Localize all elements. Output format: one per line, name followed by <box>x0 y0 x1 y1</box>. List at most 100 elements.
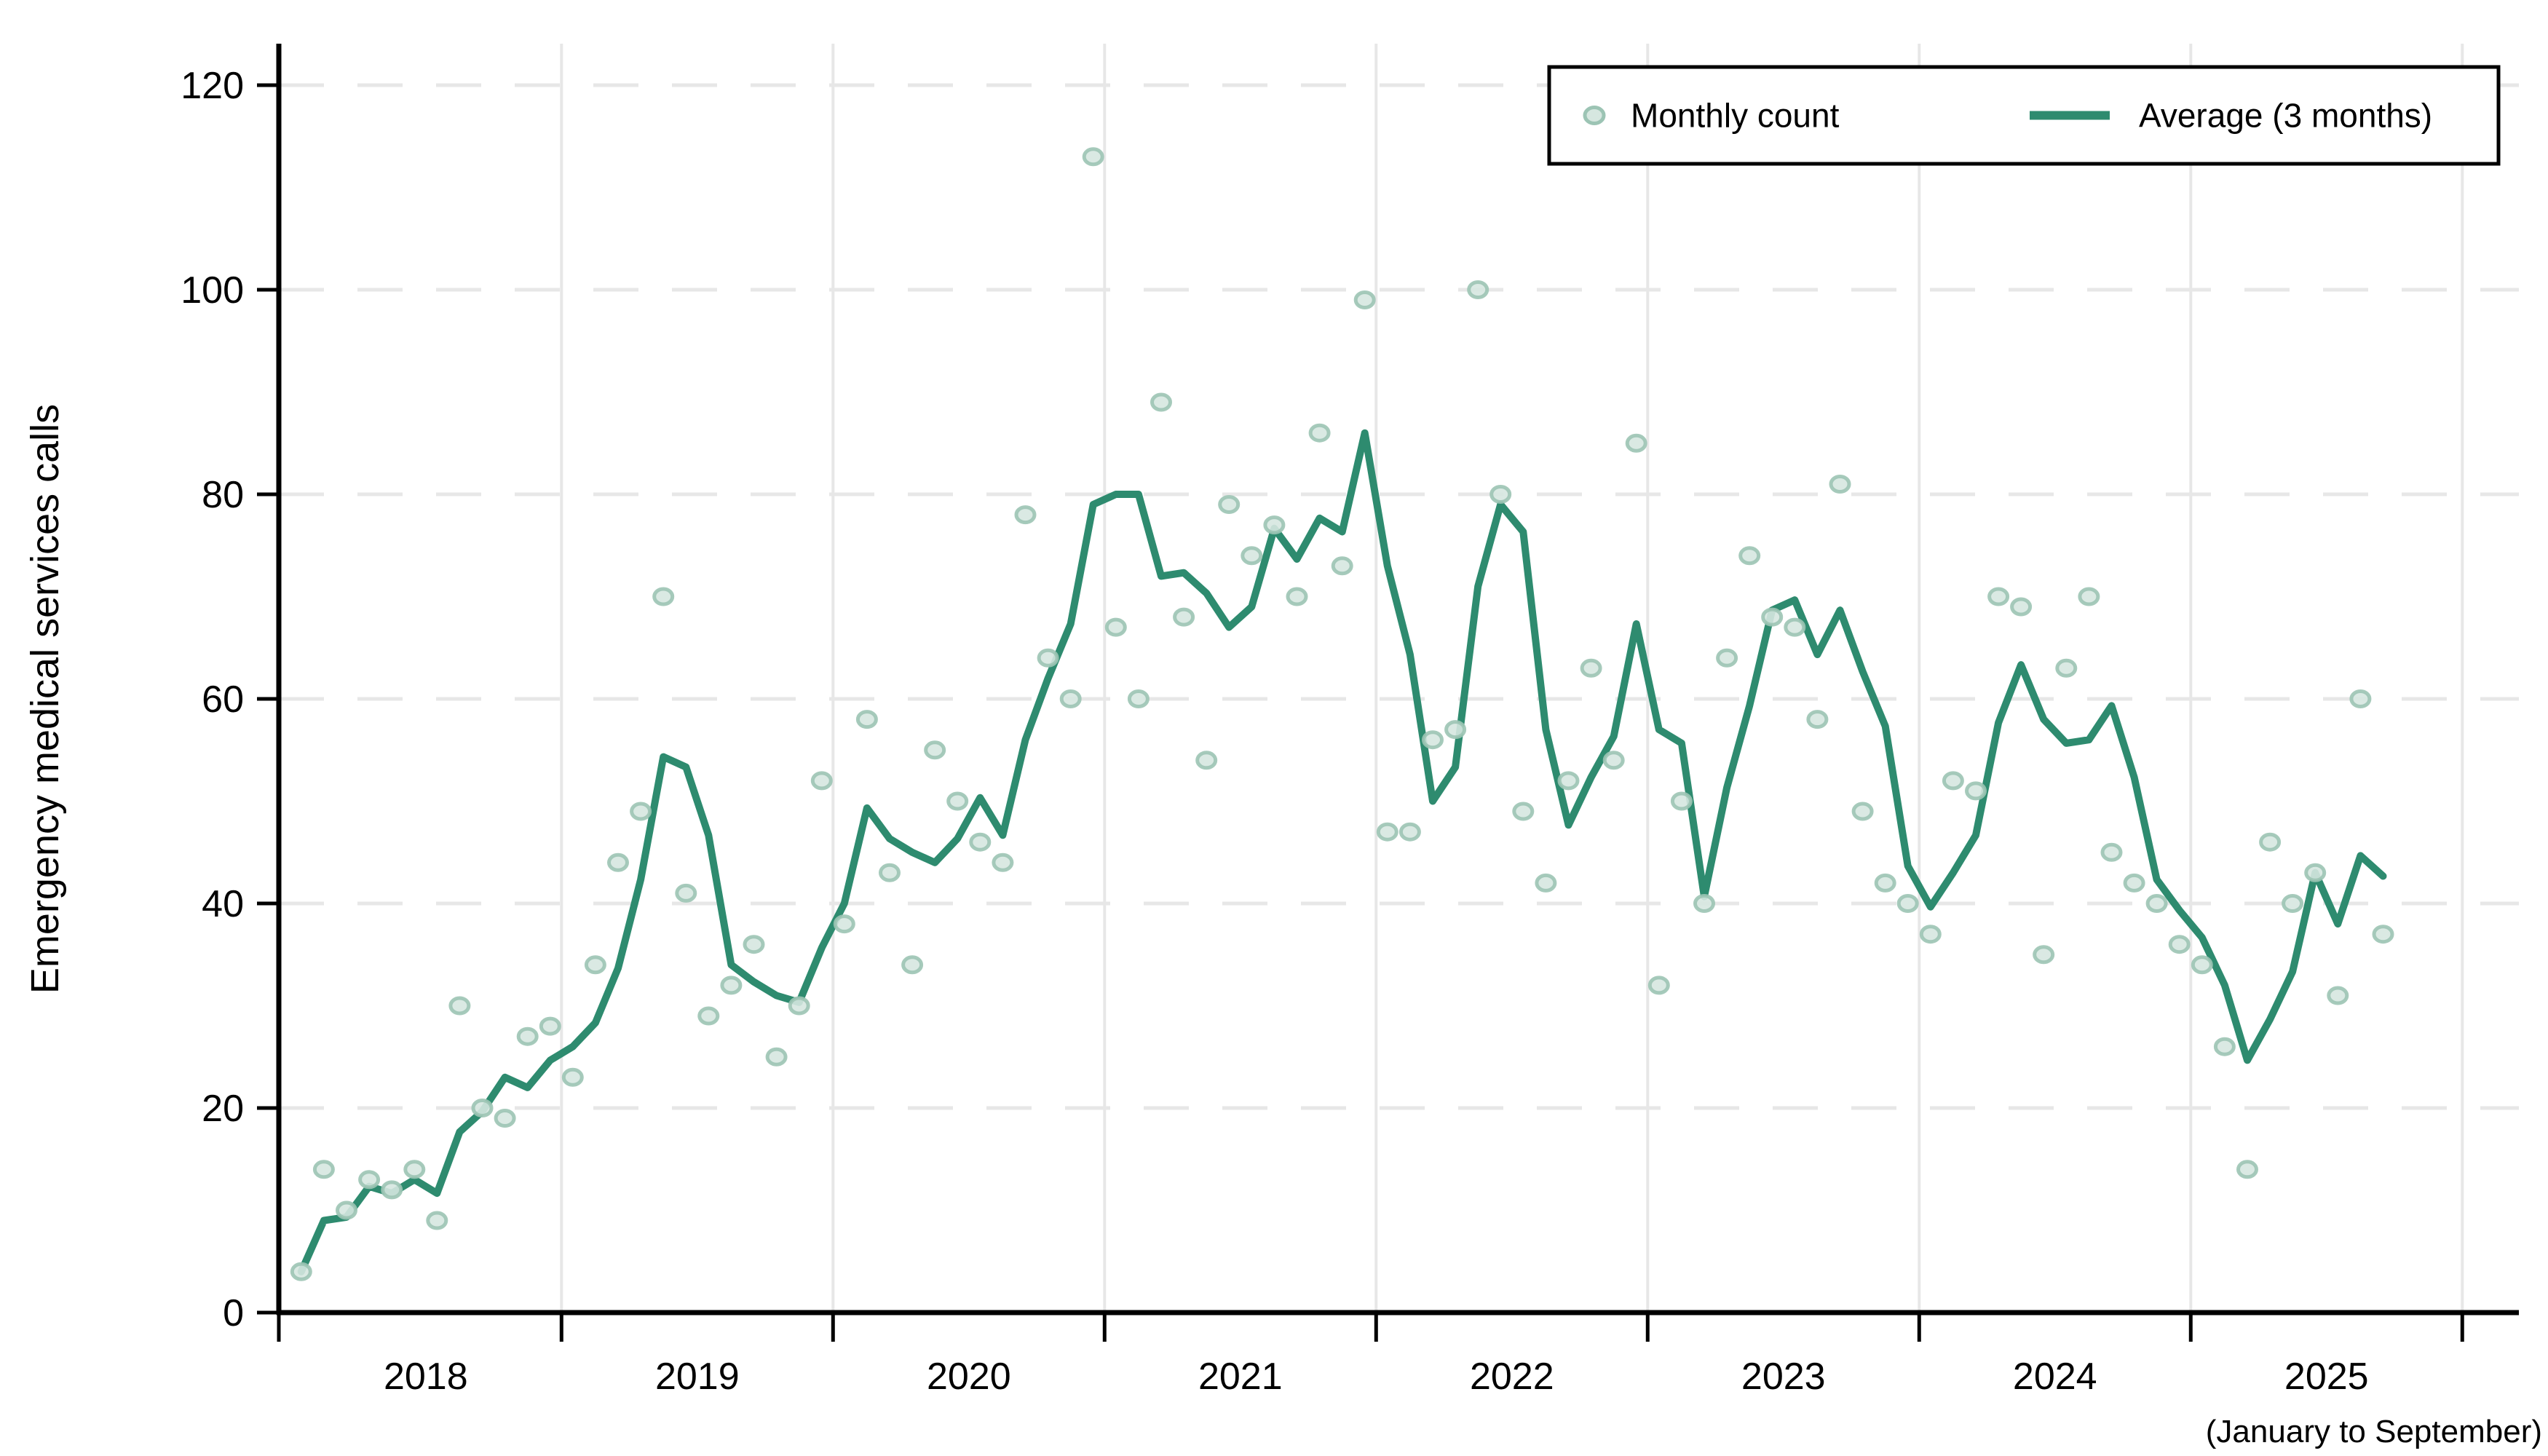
scatter-point <box>1467 280 1489 299</box>
scatter-point <box>810 771 833 791</box>
scatter-point <box>2123 873 2145 893</box>
x-year-label: 2022 <box>1470 1356 1554 1398</box>
scatter-point <box>1104 617 1127 637</box>
scatter-point <box>1829 475 1851 494</box>
legend-box <box>1547 65 2501 166</box>
scatter-point <box>1308 423 1331 443</box>
scatter-point <box>1874 873 1896 893</box>
scatter-point <box>1580 658 1602 678</box>
scatter-point <box>1331 556 1353 576</box>
scatter-point <box>403 1160 426 1179</box>
scatter-point <box>946 791 969 811</box>
scatter-point <box>2304 863 2327 882</box>
scatter-point <box>901 955 924 975</box>
y-tick-label: 40 <box>202 883 244 925</box>
scatter-point <box>1286 587 1308 606</box>
scatter-point <box>1195 751 1218 770</box>
scatter-point <box>1173 607 1195 627</box>
scatter-point <box>2191 955 2213 975</box>
scatter-point <box>992 852 1014 872</box>
scatter-point <box>1557 771 1580 791</box>
scatter-point <box>607 852 629 872</box>
scatter-point <box>471 1099 494 1117</box>
scatter-point <box>1738 546 1761 566</box>
scatter-point <box>494 1109 516 1128</box>
scatter-point <box>1059 689 1082 708</box>
scatter-point <box>1851 802 1874 821</box>
scatter-point <box>1353 290 1376 309</box>
scatter-point <box>290 1262 312 1281</box>
scatter-point <box>969 832 992 852</box>
scatter-point <box>1444 720 1467 740</box>
scatter-point <box>539 1016 561 1036</box>
scatter-point <box>1761 607 1784 627</box>
scatter-point <box>2282 894 2304 913</box>
scatter-point <box>2168 935 2191 954</box>
x-axis-note: (January to September) <box>2206 1414 2542 1449</box>
legend-scatter-marker-icon <box>1583 106 1606 125</box>
scatter-point <box>924 740 946 760</box>
scatter-point <box>1082 147 1104 167</box>
scatter-point <box>2349 689 2372 708</box>
scatter-point <box>1965 781 1987 801</box>
scatter-point <box>1398 822 1421 842</box>
scatter-point <box>630 802 652 821</box>
scatter-point <box>2033 945 2055 965</box>
y-axis-title: Emergency medical services calls <box>23 404 67 994</box>
scatter-point <box>1896 894 1919 913</box>
scatter-point <box>312 1160 335 1179</box>
scatter-point <box>1422 730 1444 750</box>
scatter-point <box>743 935 765 954</box>
y-tick-label: 80 <box>202 474 244 516</box>
scatter-point <box>833 914 855 934</box>
legend-scatter-label: Monthly count <box>1631 97 1840 135</box>
x-year-label: 2025 <box>2284 1356 2369 1398</box>
scatter-point <box>1647 976 1670 995</box>
scatter-point <box>1806 710 1829 729</box>
scatter-point <box>879 863 901 882</box>
scatter-point <box>1716 648 1738 668</box>
y-tick-label: 0 <box>223 1292 244 1334</box>
scatter-point <box>652 587 675 606</box>
scatter-point <box>1376 822 1398 842</box>
scatter-point <box>1218 495 1241 514</box>
x-year-label: 2018 <box>384 1356 468 1398</box>
scatter-point <box>1602 751 1625 770</box>
scatter-point <box>2100 842 2123 862</box>
scatter-point <box>1784 617 1806 637</box>
scatter-point <box>1693 894 1715 913</box>
scatter-point <box>2259 832 2282 852</box>
scatter-point <box>2078 587 2100 606</box>
scatter-point <box>855 710 878 729</box>
scatter-point <box>720 976 743 995</box>
trend-line <box>297 429 2387 1275</box>
scatter-point <box>2327 986 2349 1005</box>
scatter-point <box>1987 587 2010 606</box>
scatter-point <box>1150 392 1172 412</box>
scatter-point <box>516 1026 539 1046</box>
y-tick-label: 20 <box>202 1088 244 1130</box>
scatter-point <box>2372 925 2394 944</box>
scatter-point <box>561 1067 584 1087</box>
scatter-point <box>1241 546 1263 566</box>
scatter-point <box>1037 648 1059 668</box>
y-tick-label: 100 <box>181 269 244 312</box>
scatter-point <box>765 1047 788 1067</box>
scatter-point <box>1919 925 1942 944</box>
scatter-point <box>2145 894 2168 913</box>
scatter-point <box>1512 802 1535 821</box>
scatter-point <box>1670 791 1693 811</box>
scatter-point <box>675 883 697 903</box>
scatter-point <box>788 996 810 1016</box>
scatter-point <box>1942 771 1964 791</box>
scatter-point <box>2213 1037 2236 1056</box>
scatter-point <box>2010 597 2033 617</box>
y-tick-label: 120 <box>181 65 244 107</box>
scatter-point <box>448 996 471 1016</box>
scatter-point <box>1489 485 1512 504</box>
scatter-point <box>336 1200 357 1220</box>
x-year-label: 2021 <box>1198 1356 1283 1398</box>
scatter-point <box>1014 505 1037 525</box>
scatter-point <box>1263 515 1286 535</box>
